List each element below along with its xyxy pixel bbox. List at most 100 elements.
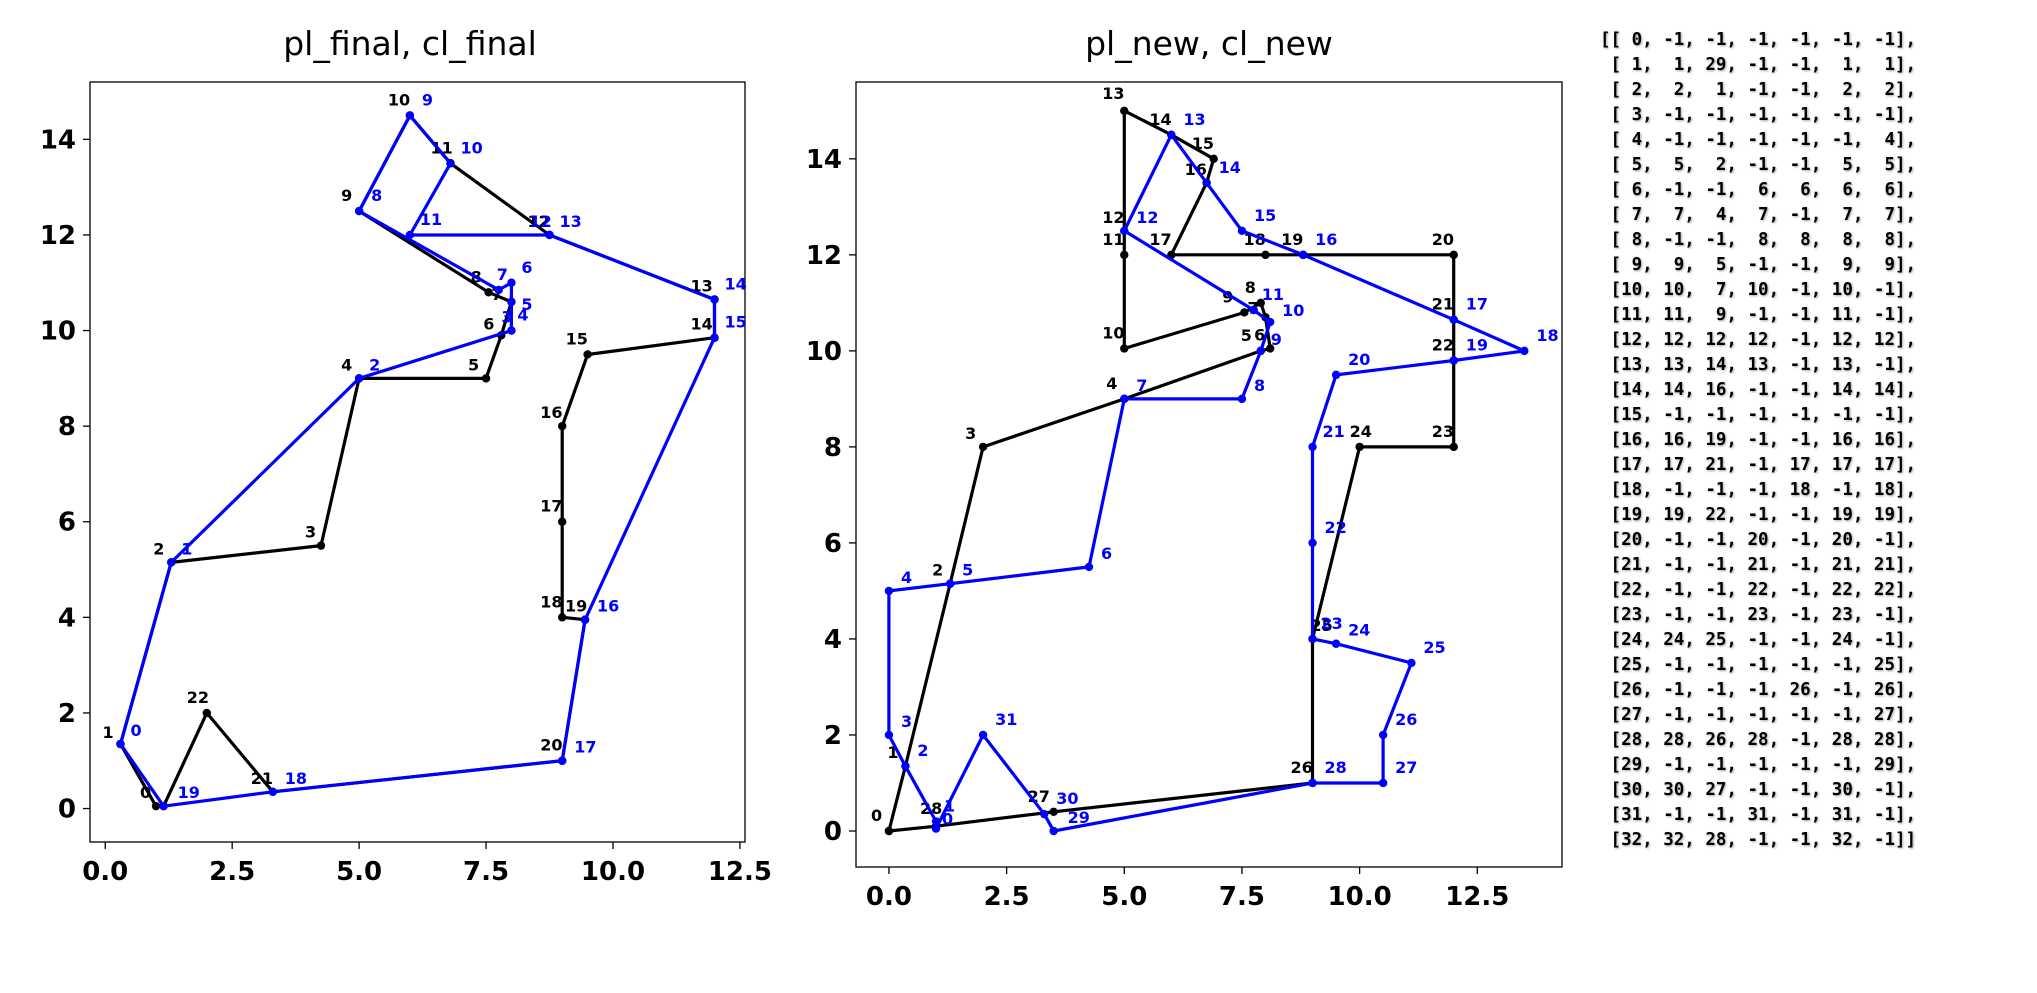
point-label: 8 [371,186,382,205]
point-label: 0 [130,721,141,740]
data-point [1308,778,1317,788]
point-label: 3 [901,712,912,731]
point-label: 21 [1323,422,1345,441]
data-point [1049,807,1058,816]
point-label: 1 [944,796,955,815]
point-label: 7 [1136,376,1147,395]
point-label: 15 [1192,134,1214,153]
x-tick-label: 7.5 [1219,882,1265,912]
point-label: 20 [1348,350,1370,369]
data-point [558,421,567,431]
point-label: 3 [965,424,976,443]
point-label: 0 [942,810,953,829]
series-line [118,113,717,808]
point-label: 9 [422,90,433,109]
x-tick-label: 10.0 [1328,882,1392,912]
data-point [1331,370,1341,380]
data-point [1256,346,1265,356]
y-tick-label: 2 [824,721,842,751]
data-point [1449,315,1458,324]
point-label: 4 [341,355,352,374]
point-label: 10 [388,90,410,109]
point-label: 16 [1315,230,1337,249]
y-tick-label: 10 [806,337,842,367]
x-tick-label: 12.5 [708,857,772,887]
axes-frame [89,81,746,843]
data-point [1308,538,1317,548]
y-tick-label: 4 [824,625,842,655]
point-label: 3 [305,523,316,542]
point-label: 5 [521,295,532,314]
x-tick-label: 5.0 [336,857,382,887]
data-point [710,333,719,342]
matrix-row: [14, 14, 16, -1, -1, 14, 14], [1610,380,1917,400]
point-label: 15 [566,329,588,348]
matrix-row: [ 4, -1, -1, -1, -1, -1, 4], [1610,130,1917,150]
point-label: 20 [1432,230,1454,249]
point-label: 13 [1183,110,1205,129]
matrix-row: [ 1, 1, 29, -1, -1, 1, 1], [1610,55,1917,75]
point-label: 19 [1466,335,1488,354]
data-point [507,297,516,307]
y-tick-label: 8 [824,433,842,463]
data-point [159,801,168,811]
data-point [931,824,941,833]
point-label: 21 [1432,295,1454,314]
data-point [354,206,364,216]
point-label: 5 [1241,326,1252,345]
point-label: 26 [1291,758,1313,777]
point-label: 21 [251,769,273,788]
point-label: 14 [691,315,713,334]
data-point [978,730,988,740]
data-point [1308,442,1317,452]
point-label: 5 [962,561,973,580]
x-tick-label: 0.0 [866,882,912,912]
matrix-row: [24, 24, 25, -1, -1, 24, -1], [1610,630,1917,650]
point-label: 8 [1254,376,1265,395]
point-label: 18 [1536,326,1558,345]
point-label: 6 [521,258,532,277]
y-tick-label: 14 [40,125,76,155]
point-label: 19 [1281,230,1303,249]
point-label: 2 [932,561,943,580]
point-label: 25 [1423,638,1445,657]
matrix-row: [ 8, -1, -1, 8, 8, 8, 8], [1610,230,1917,250]
point-label: 20 [540,736,562,755]
point-label: 11 [420,210,442,229]
point-label: 8 [1245,278,1256,297]
data-point [167,558,176,567]
data-point [931,817,941,826]
data-point [405,230,415,240]
point-label: 2 [153,539,164,558]
matrix-row: [ 5, 5, 2, -1, -1, 5, 5], [1610,155,1917,175]
point-label: 2 [917,741,928,760]
data-point [1120,226,1129,236]
point-label: 17 [1149,230,1171,249]
data-point [507,278,516,287]
data-point [481,374,491,383]
data-point [1298,250,1308,260]
y-tick-label: 0 [58,795,76,825]
point-label: 10 [461,138,483,157]
point-label: 17 [540,497,562,516]
point-label: 0 [871,806,882,825]
point-label: 13 [1102,84,1124,103]
data-point [354,374,364,383]
data-point [1237,226,1247,236]
point-label: 3 [501,308,512,327]
point-label: 17 [574,738,596,757]
data-point [116,739,125,749]
matrix-row: [23, -1, -1, 23, -1, 23, -1], [1610,605,1917,625]
x-tick-label: 10.0 [581,857,645,887]
point-label: 6 [483,314,494,333]
point-label: 15 [1254,206,1276,225]
matrix-row: [ 2, 2, 1, -1, -1, 2, 2], [1610,80,1917,100]
data-point [151,801,161,811]
point-label: 23 [1321,614,1343,633]
data-point [1449,356,1458,365]
point-label: 27 [1395,758,1417,777]
data-point [884,826,894,836]
y-tick-label: 14 [806,145,842,175]
